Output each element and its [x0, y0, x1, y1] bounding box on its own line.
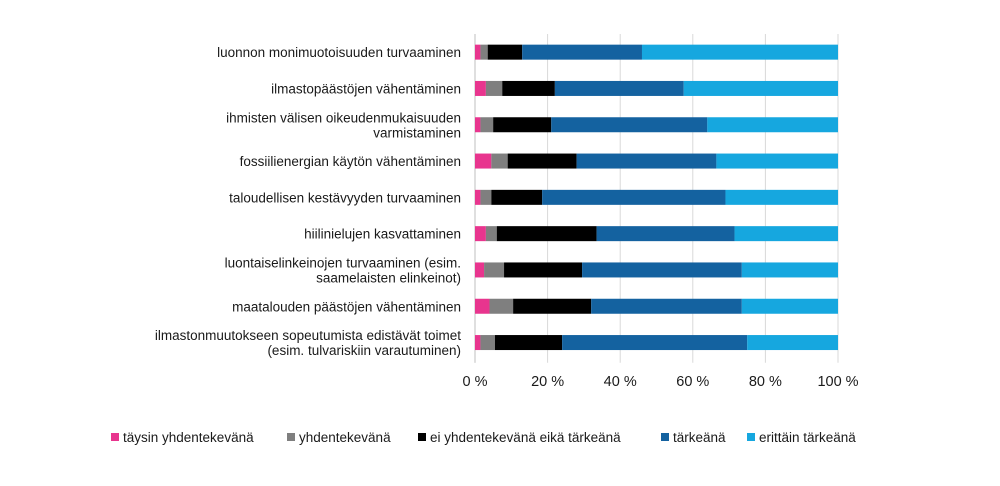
- bar-segment: [502, 80, 555, 96]
- bar-segment: [491, 189, 543, 205]
- bar-segment: [475, 298, 490, 314]
- bar-segment: [489, 298, 514, 314]
- legend-swatch: [418, 433, 426, 441]
- bar-segment: [487, 44, 523, 60]
- bar-segment: [484, 262, 505, 278]
- legend: täysin yhdentekevänä yhdentekevänä ei yhde…: [111, 430, 856, 445]
- bar-segment: [496, 226, 597, 242]
- legend-swatch: [287, 433, 295, 441]
- category-label: luonnon monimuotoisuuden turvaaminen: [217, 45, 461, 60]
- legend-label: erittäin tärkeänä: [759, 430, 856, 445]
- bar-segment: [480, 117, 494, 133]
- bar-segment: [475, 226, 486, 242]
- bar-segment: [475, 153, 492, 169]
- bar-segment: [475, 189, 481, 205]
- bars: [475, 44, 838, 351]
- legend-label: tärkeänä: [673, 430, 726, 445]
- x-tick-label: 80 %: [749, 374, 782, 390]
- bar-segment: [747, 335, 838, 351]
- bar-segment: [513, 298, 592, 314]
- bar-segment: [542, 189, 726, 205]
- x-tick-label: 100 %: [817, 374, 858, 390]
- bar-segment: [741, 262, 838, 278]
- bar-segment: [493, 117, 552, 133]
- legend-swatch: [661, 433, 669, 441]
- legend-label: yhdentekevänä: [299, 430, 391, 445]
- bar-segment: [551, 117, 708, 133]
- bar-segment: [485, 226, 497, 242]
- bar-segment: [504, 262, 583, 278]
- legend-swatch: [111, 433, 119, 441]
- bar-segment: [596, 226, 735, 242]
- bar-segment: [554, 80, 684, 96]
- bar-segment: [725, 189, 838, 205]
- x-tick-label: 0 %: [463, 374, 488, 390]
- bar-segment: [475, 117, 481, 133]
- bar-segment: [741, 298, 838, 314]
- bar-segment: [475, 262, 485, 278]
- bar-segment: [582, 262, 742, 278]
- category-label: ilmastopäästöjen vähentäminen: [271, 81, 461, 96]
- x-tick-label: 60 %: [676, 374, 709, 390]
- category-label: ilmastonmuutokseen sopeutumista edistävä…: [155, 328, 461, 358]
- bar-segment: [683, 80, 838, 96]
- category-label: ihmisten välisen oikeudenmukaisuuden varm…: [226, 110, 461, 140]
- bar-segment: [480, 189, 492, 205]
- x-axis-ticks: 0 % 20 % 40 % 60 % 80 % 100 %: [463, 374, 859, 390]
- bar-segment: [491, 153, 508, 169]
- legend-label: täysin yhdentekevänä: [123, 430, 254, 445]
- x-tick-label: 20 %: [531, 374, 564, 390]
- x-tick-label: 40 %: [604, 374, 637, 390]
- category-label: taloudellisen kestävyyden turvaaminen: [229, 190, 461, 205]
- bar-segment: [576, 153, 717, 169]
- bar-segment: [707, 117, 838, 133]
- category-label: fossiilienergian käytön vähentäminen: [240, 154, 461, 169]
- bar-segment: [641, 44, 838, 60]
- category-label: luontaiselinkeinojen turvaaminen (esim. s…: [225, 255, 461, 285]
- bar-segment: [494, 335, 563, 351]
- category-label: maatalouden päästöjen vähentäminen: [232, 299, 461, 314]
- bar-segment: [507, 153, 577, 169]
- bar-segment: [716, 153, 838, 169]
- category-labels: luonnon monimuotoisuuden turvaaminen ilma…: [155, 45, 461, 358]
- legend-label: ei yhdentekevänä eikä tärkeänä: [430, 430, 621, 445]
- bar-segment: [591, 298, 742, 314]
- bar-segment: [485, 80, 503, 96]
- bar-segment: [480, 44, 488, 60]
- bar-segment: [475, 44, 481, 60]
- bar-segment: [734, 226, 838, 242]
- bar-segment: [475, 80, 486, 96]
- bar-segment: [562, 335, 748, 351]
- category-label: hiilinielujen kasvattaminen: [304, 227, 461, 242]
- bar-segment: [480, 335, 495, 351]
- bar-segment: [522, 44, 642, 60]
- legend-swatch: [747, 433, 755, 441]
- bar-segment: [475, 335, 481, 351]
